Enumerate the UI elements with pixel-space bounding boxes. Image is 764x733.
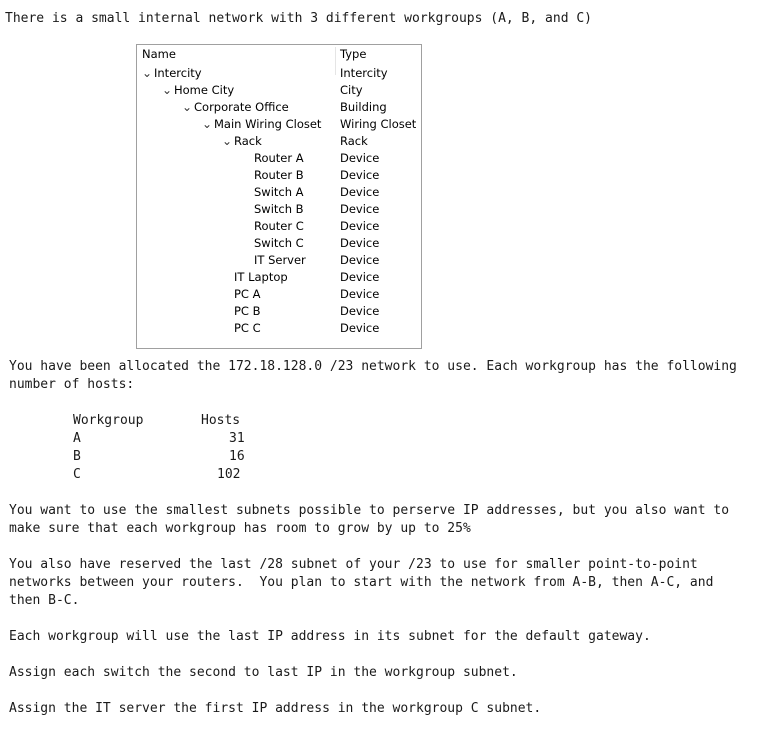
chevron-down-icon[interactable]: ⌄ [222,134,233,148]
tree-item-name[interactable]: PC A [222,286,261,303]
tree-item-name[interactable]: IT Server [242,252,306,269]
column-header-name[interactable]: Name [142,47,176,61]
server-text: Assign the IT server the first IP addres… [9,701,542,716]
workgroup-a: A [73,431,81,446]
tree-item-name[interactable]: ⌄ Rack [222,133,262,150]
tree-item-name[interactable]: Router C [242,218,304,235]
tree-item-label: Switch B [254,202,304,216]
tree-item-type: Device [340,202,380,216]
tree-item-name[interactable]: Router B [242,167,304,184]
tree-item-name[interactable]: Switch B [242,201,304,218]
intro-text: There is a small internal network with 3… [5,11,592,26]
tree-item-label: IT Server [254,253,306,267]
tree-item-label: Rack [234,134,262,148]
tree-item-label: IT Laptop [234,270,288,284]
p2p-text-line2: networks between your routers. You plan … [9,575,714,590]
workgroup-b: B [73,449,81,464]
tree-item-label: Router C [254,219,304,233]
tree-item-type: City [340,83,363,97]
tree-item-name[interactable]: PC C [222,320,261,337]
network-tree[interactable]: Name Type ⌄ Intercity Intercity ⌄ Home City C… [136,44,422,349]
tree-item-name[interactable]: ⌄ Intercity [142,65,202,82]
tree-item-type: Device [340,253,380,267]
tree-item-name[interactable]: ⌄ Corporate Office [182,99,289,116]
hosts-a: 31 [229,431,245,446]
hosts-b: 16 [229,449,245,464]
tree-item-name[interactable]: ⌄ Main Wiring Closet [202,116,321,133]
chevron-down-icon[interactable]: ⌄ [142,66,153,80]
allocation-text-line1: You have been allocated the 172.18.128.0… [9,359,737,374]
tree-item-label: Switch C [254,236,304,250]
tree-item-name[interactable]: ⌄ Home City [162,82,234,99]
chevron-down-icon[interactable]: ⌄ [182,100,193,114]
chevron-down-icon[interactable]: ⌄ [202,117,213,131]
tree-item-label: PC B [234,304,261,318]
p2p-text-line1: You also have reserved the last /28 subn… [9,557,698,572]
switch-text: Assign each switch the second to last IP… [9,665,518,680]
tree-item-label: Intercity [154,66,202,80]
hosts-header-workgroup: Workgroup [73,413,144,428]
tree-item-label: PC A [234,287,261,301]
p2p-text-line3: then B-C. [9,593,80,608]
tree-item-label: Main Wiring Closet [214,117,322,131]
tree-item-type: Intercity [340,66,388,80]
gateway-text: Each workgroup will use the last IP addr… [9,629,651,644]
hosts-c: 102 [217,467,241,482]
growth-text-line2: make sure that each workgroup has room t… [9,521,471,536]
tree-item-type: Device [340,168,380,182]
tree-item-type: Device [340,236,380,250]
tree-item-label: Home City [174,83,235,97]
tree-item-type: Device [340,219,380,233]
tree-item-type: Device [340,270,380,284]
tree-item-type: Device [340,185,380,199]
tree-item-name[interactable]: Router A [242,150,304,167]
chevron-down-icon[interactable]: ⌄ [162,83,173,97]
tree-item-type: Wiring Closet [340,117,417,131]
column-divider[interactable] [335,47,336,75]
tree-item-type: Device [340,304,380,318]
hosts-header-hosts: Hosts [201,413,241,428]
tree-item-name[interactable]: IT Laptop [222,269,288,286]
tree-item-label: PC C [234,321,261,335]
growth-text-line1: You want to use the smallest subnets pos… [9,503,730,518]
tree-item-label: Switch A [254,185,304,199]
tree-item-type: Device [340,151,380,165]
tree-item-type: Rack [340,134,368,148]
tree-item-name[interactable]: Switch C [242,235,304,252]
tree-item-type: Building [340,100,387,114]
allocation-text-line2: number of hosts: [9,377,135,392]
tree-item-type: Device [340,321,380,335]
tree-item-label: Corporate Office [194,100,289,114]
tree-item-type: Device [340,287,380,301]
column-header-type[interactable]: Type [340,47,367,61]
tree-item-name[interactable]: PC B [222,303,261,320]
workgroup-c: C [73,467,81,482]
tree-item-name[interactable]: Switch A [242,184,304,201]
tree-item-label: Router B [254,168,304,182]
tree-item-label: Router A [254,151,304,165]
